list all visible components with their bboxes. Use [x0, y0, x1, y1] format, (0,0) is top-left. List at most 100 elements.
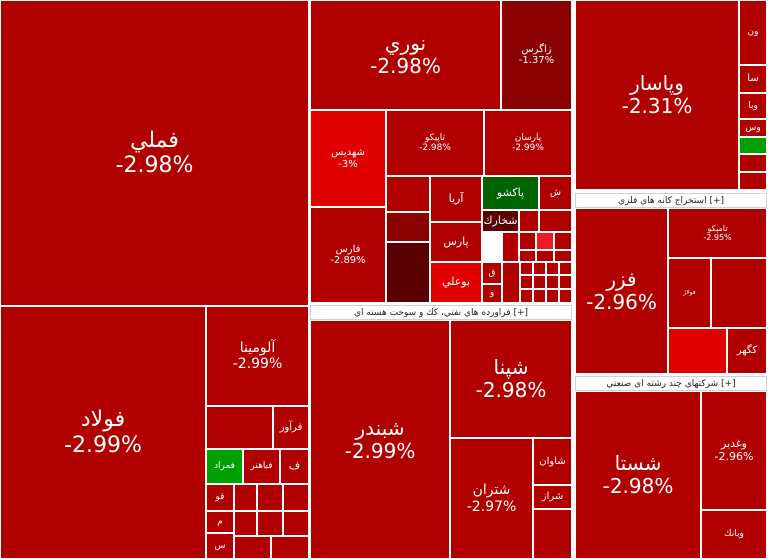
- treemap-tile-small[interactable]: [520, 262, 533, 275]
- treemap-tile[interactable]: ف: [280, 449, 309, 484]
- treemap-tile[interactable]: فولاژ: [668, 258, 711, 328]
- tile-change: -2.89%: [330, 255, 366, 266]
- treemap-tile[interactable]: تاپيكو -2.98%: [386, 110, 484, 176]
- treemap-tile[interactable]: قو: [206, 484, 234, 511]
- treemap-tile[interactable]: ون: [739, 0, 767, 65]
- treemap-tile[interactable]: ش: [539, 176, 572, 210]
- treemap-tile-small[interactable]: [533, 275, 546, 289]
- treemap-tile-small[interactable]: [206, 406, 273, 449]
- treemap-tile[interactable]: فملي -2.98%: [0, 0, 309, 306]
- treemap-tile-small[interactable]: [533, 289, 546, 303]
- treemap-tile[interactable]: فارس -2.89%: [310, 207, 386, 303]
- treemap-tile-small[interactable]: [283, 484, 309, 511]
- treemap-tile[interactable]: تامپكو -2.95%: [668, 208, 767, 258]
- treemap-tile[interactable]: شخارك: [482, 210, 519, 232]
- treemap-tile-small[interactable]: [257, 484, 283, 511]
- treemap-tile-small[interactable]: [502, 262, 520, 303]
- treemap-tile-small[interactable]: [554, 250, 572, 262]
- treemap-tile-small[interactable]: [546, 289, 559, 303]
- tile-symbol: فرآور: [279, 421, 303, 433]
- treemap-tile[interactable]: شراز: [533, 485, 572, 509]
- tile-change: -2.97%: [466, 498, 517, 515]
- treemap-tile-small[interactable]: [234, 511, 257, 536]
- treemap-tile[interactable]: پارسان -2.99%: [484, 110, 572, 176]
- sector-header-multi-industry[interactable]: شرکتهاي چند رشته اي صنعتي [+]: [575, 376, 767, 391]
- treemap-tile-small[interactable]: [234, 484, 257, 511]
- tile-symbol: وبا: [748, 100, 758, 111]
- treemap-tile[interactable]: فباهنر: [243, 449, 280, 484]
- treemap-tile[interactable]: س: [206, 533, 234, 559]
- treemap-tile-small[interactable]: [559, 289, 572, 303]
- tile-symbol: زاگرس: [521, 43, 552, 55]
- treemap-tile[interactable]: كگهر: [727, 328, 767, 374]
- treemap-tile[interactable]: وغدير -2.96%: [701, 391, 767, 510]
- treemap-tile-small[interactable]: [539, 210, 572, 232]
- treemap-tile-small[interactable]: [283, 511, 309, 536]
- tile-change: -2.98%: [419, 143, 451, 153]
- tile-symbol: فولاد: [80, 407, 126, 433]
- treemap-tile-small[interactable]: [234, 536, 271, 559]
- treemap-tile-small[interactable]: [520, 289, 533, 303]
- treemap-tile[interactable]: شاوان: [533, 438, 572, 485]
- treemap-tile-small[interactable]: [519, 250, 536, 262]
- treemap-tile[interactable]: وبا: [739, 93, 767, 119]
- treemap-tile-small[interactable]: [502, 232, 519, 262]
- treemap-tile-small[interactable]: [554, 232, 572, 250]
- treemap-tile[interactable]: بوعلي: [430, 262, 482, 303]
- treemap-tile-small[interactable]: [559, 275, 572, 289]
- tile-symbol: آريا: [448, 191, 464, 205]
- treemap-tile-small[interactable]: [559, 262, 572, 275]
- sector-header-petroleum[interactable]: فراورده هاي نفتي، كك و سوخت هسته اي [+]: [310, 305, 572, 320]
- treemap-tile-small[interactable]: [668, 328, 727, 374]
- treemap-tile[interactable]: شهديس -3%: [310, 110, 386, 207]
- sector-header-metal-ores[interactable]: استخراج کانه هاي فلزي [+]: [575, 193, 767, 208]
- treemap-tile-small[interactable]: [257, 511, 283, 536]
- treemap-tile[interactable]: نوري -2.98%: [310, 0, 501, 110]
- treemap-tile[interactable]: وپاسار -2.31%: [575, 0, 739, 190]
- treemap-tile[interactable]: وس: [739, 119, 767, 137]
- treemap-tile[interactable]: پاكشو: [482, 176, 539, 210]
- treemap-tile-small[interactable]: [271, 536, 309, 559]
- treemap-tile-small[interactable]: [533, 262, 546, 275]
- treemap-tile[interactable]: سا: [739, 65, 767, 93]
- treemap-tile[interactable]: فولاد -2.99%: [0, 306, 206, 559]
- treemap-tile[interactable]: زاگرس -1.37%: [501, 0, 572, 110]
- treemap-tile-small[interactable]: [536, 250, 554, 262]
- treemap-tile[interactable]: آريا: [430, 176, 482, 222]
- treemap-tile-small[interactable]: [711, 258, 767, 328]
- treemap-tile-small[interactable]: [739, 137, 767, 154]
- treemap-tile[interactable]: م: [206, 511, 234, 533]
- tile-change: -1.37%: [518, 55, 555, 66]
- treemap-tile-small[interactable]: [386, 176, 430, 212]
- treemap-tile-small[interactable]: [519, 232, 536, 250]
- treemap-tile[interactable]: آلومينا -2.99%: [206, 306, 309, 406]
- treemap-tile-small[interactable]: [739, 172, 767, 190]
- treemap-tile-small[interactable]: [536, 232, 554, 250]
- tile-symbol: كگهر: [736, 345, 758, 357]
- tile-symbol: ش: [550, 187, 561, 198]
- tile-symbol: پاكشو: [496, 185, 525, 199]
- tile-change: -3%: [338, 158, 358, 170]
- treemap-tile[interactable]: شپنا -2.98%: [450, 320, 572, 438]
- treemap-tile-small[interactable]: [533, 509, 572, 559]
- treemap-tile[interactable]: پارس: [430, 222, 482, 262]
- treemap-tile-small[interactable]: [546, 262, 559, 275]
- treemap-tile[interactable]: و: [482, 284, 502, 303]
- treemap-tile-small[interactable]: [386, 212, 430, 242]
- treemap-tile[interactable]: وبانك: [701, 510, 767, 559]
- tile-symbol: شبندر: [355, 415, 405, 440]
- treemap-tile-small[interactable]: [519, 210, 539, 232]
- treemap-tile-small[interactable]: [739, 154, 767, 172]
- treemap-tile-small[interactable]: [520, 275, 533, 289]
- tile-change: -2.99%: [344, 438, 416, 463]
- treemap-tile[interactable]: فرآور: [273, 406, 309, 449]
- treemap-tile-small[interactable]: [386, 242, 430, 303]
- treemap-tile[interactable]: ق: [482, 262, 502, 284]
- treemap-tile[interactable]: شبندر -2.99%: [310, 320, 450, 559]
- treemap-tile-small[interactable]: [546, 275, 559, 289]
- treemap-tile[interactable]: شستا -2.98%: [575, 391, 701, 559]
- treemap-tile[interactable]: فزر -2.96%: [575, 208, 668, 374]
- treemap-tile[interactable]: فمراد: [206, 449, 243, 484]
- treemap-tile[interactable]: شتران -2.97%: [450, 438, 533, 559]
